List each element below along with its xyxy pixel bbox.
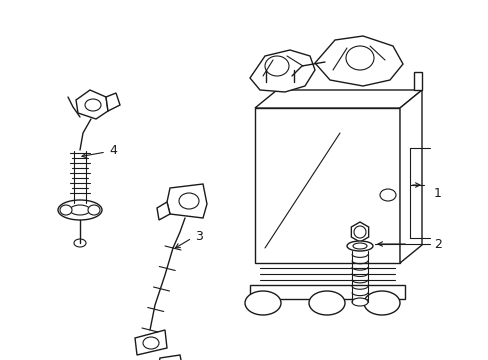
Bar (254, 108, 399, 263)
Polygon shape (106, 93, 120, 111)
Ellipse shape (346, 46, 373, 70)
Polygon shape (399, 90, 421, 263)
Ellipse shape (264, 56, 288, 76)
Ellipse shape (70, 205, 90, 215)
Ellipse shape (351, 298, 367, 306)
Polygon shape (157, 355, 183, 360)
Ellipse shape (179, 193, 199, 209)
Polygon shape (249, 50, 314, 92)
Text: 2: 2 (433, 238, 441, 251)
Text: 4: 4 (109, 144, 117, 157)
Bar (249, 285, 404, 299)
Ellipse shape (308, 291, 345, 315)
Polygon shape (157, 202, 170, 220)
Polygon shape (254, 90, 421, 108)
Ellipse shape (60, 205, 72, 215)
Ellipse shape (352, 243, 366, 249)
Ellipse shape (85, 99, 101, 111)
Polygon shape (76, 90, 108, 119)
Polygon shape (135, 330, 167, 355)
Text: 1: 1 (433, 186, 441, 199)
Ellipse shape (346, 241, 372, 251)
Ellipse shape (58, 200, 102, 220)
Ellipse shape (74, 239, 86, 247)
Ellipse shape (379, 189, 395, 201)
Ellipse shape (363, 291, 399, 315)
Polygon shape (350, 222, 368, 242)
Ellipse shape (265, 61, 293, 79)
Ellipse shape (353, 226, 365, 238)
Ellipse shape (244, 291, 281, 315)
Polygon shape (167, 184, 206, 218)
Ellipse shape (265, 73, 293, 91)
Ellipse shape (142, 337, 159, 349)
Text: 3: 3 (195, 230, 203, 243)
Bar (413, 72, 421, 90)
Polygon shape (314, 36, 402, 86)
Ellipse shape (88, 205, 100, 215)
